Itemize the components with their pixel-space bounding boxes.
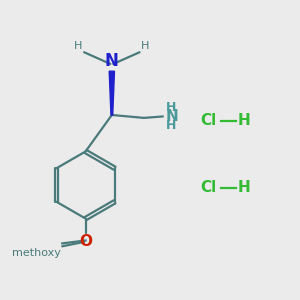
- Text: H: H: [141, 41, 149, 51]
- Text: O: O: [79, 234, 92, 249]
- Text: H: H: [237, 113, 250, 128]
- Text: H: H: [166, 119, 176, 132]
- Text: H: H: [166, 101, 176, 114]
- Text: N: N: [105, 52, 119, 70]
- Text: H: H: [237, 180, 250, 195]
- Text: N: N: [166, 109, 178, 124]
- Text: Cl: Cl: [201, 180, 217, 195]
- Polygon shape: [109, 71, 115, 115]
- Text: Cl: Cl: [201, 113, 217, 128]
- Text: H: H: [74, 41, 83, 51]
- Text: methoxy: methoxy: [12, 248, 61, 258]
